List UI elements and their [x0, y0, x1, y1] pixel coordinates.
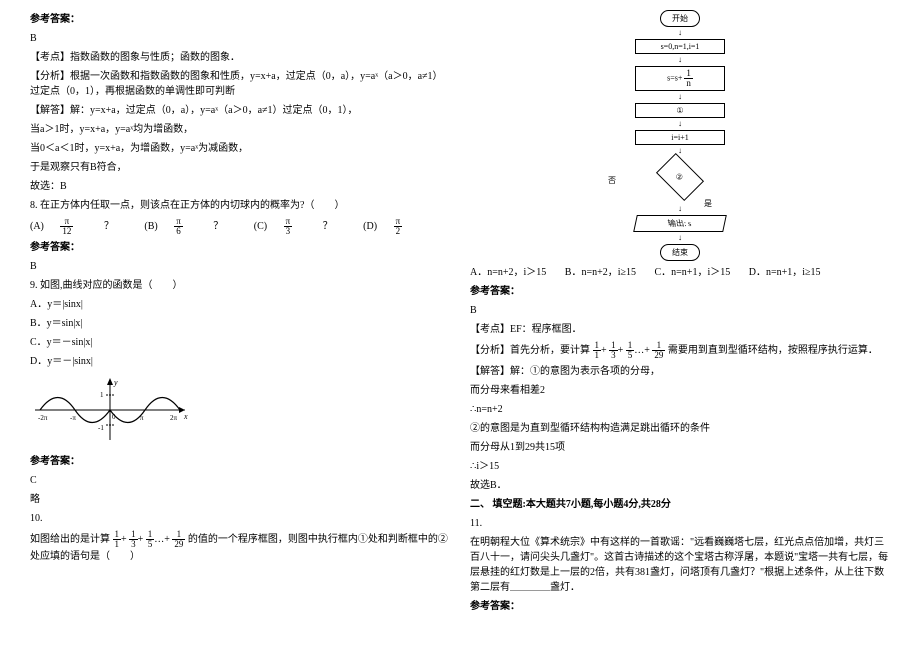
fc-yes: 是 [704, 198, 712, 209]
sine-graph: x y 1 -1 -2π -π π 2π 0 [30, 375, 450, 448]
fenxi: 【分析】根据一次函数和指数函数的图象和性质，y=x+a，过定点（0，a），y=a… [30, 69, 450, 99]
jieda-3: 当0＜a＜1时，y=x+a，为增函数，y=aˣ为减函数， [30, 141, 450, 156]
xtick-2pi: 2π [170, 414, 178, 422]
answer-9: C [30, 473, 450, 488]
fc-init: s=0,n=1,i=1 [635, 39, 725, 54]
q10-choices: A．n=n+2，i＞15 B．n=n+2，i≥15 C．n=n+1，i＞15 D… [470, 265, 890, 280]
ytick-m1: -1 [98, 424, 104, 432]
q9-opt-a: A．y＝|sinx| [30, 297, 450, 312]
ytick-1: 1 [100, 391, 104, 399]
answer-heading-9: 参考答案： [30, 454, 450, 469]
fenxi-10: 【分析】首先分析，要计算 11+ 13+ 15…+ 129 需要用到直到型循环结… [470, 341, 890, 360]
arrow-icon: ↓ [590, 93, 770, 101]
frac-1-29b: 129 [652, 341, 665, 360]
xtick-pi: π [140, 414, 144, 422]
answer-heading: 参考答案： [30, 12, 450, 27]
fc-box1: ① [635, 103, 725, 118]
jieda-2: 当a＞1时，y=x+a，y=aˣ均为增函数， [30, 122, 450, 137]
jieda-4: 于是观察只有B符合， [30, 160, 450, 175]
fc-end: 结束 [660, 244, 700, 261]
opt-b: (B) π6 ？ [144, 221, 239, 232]
frac-1-3: 13 [129, 530, 138, 549]
choice-a: A．n=n+2，i＞15 [470, 267, 546, 278]
fc-decision-wrap: ② 否 是 [590, 163, 770, 205]
jd-10-4: ②的意图是为直到型循环结构构造满足跳出循环的条件 [470, 421, 890, 436]
frac-pi-3: π3 [284, 217, 307, 236]
xtick-m2pi: -2π [38, 414, 48, 422]
lue: 略 [30, 492, 450, 507]
jieda-5: 故选：B [30, 179, 450, 194]
q9-opt-d: D．y＝－|sinx| [30, 354, 450, 369]
arrow-icon: ↓ [590, 120, 770, 128]
question-8: 8. 在正方体内任取一点，则该点在正方体的内切球内的概率为?（ ） [30, 198, 450, 213]
answer-10: B [470, 303, 890, 318]
frac-1-1: 11 [113, 530, 122, 549]
answer-heading-8: 参考答案： [30, 240, 450, 255]
question-10: 10. [30, 511, 450, 526]
frac-1-3b: 13 [609, 341, 618, 360]
kaodian-10: 【考点】EF：程序框图． [470, 322, 890, 337]
opt-c: (C) π3 ？ [254, 221, 349, 232]
arrow-icon: ↓ [590, 205, 770, 213]
q10-text: 如图给出的是计算 11+ 13+ 15…+ 129 的值的一个程序框图，则图中执… [30, 530, 450, 564]
frac-pi-6: π6 [174, 217, 197, 236]
jd-10-5: 而分母从1到29共15项 [470, 440, 890, 455]
choice-b: B．n=n+2，i≥15 [565, 267, 636, 278]
jieda-1: 【解答】解：y=x+a，过定点（0，a），y=aˣ（a＞0，a≠1）过定点（0，… [30, 103, 450, 118]
question-9: 9. 如图,曲线对应的函数是（ ） [30, 278, 450, 293]
fc-start: 开始 [660, 10, 700, 27]
choice-c: C．n=n+1，i＞15 [655, 267, 731, 278]
frac-pi-2: π2 [394, 217, 417, 236]
jd-10-1: 【解答】解：①的意图为表示各项的分母， [470, 364, 890, 379]
fc-no: 否 [608, 175, 616, 186]
right-column: 开始 ↓ s=0,n=1,i=1 ↓ s=s+ 1n ↓ ① ↓ i=i+1 ↓… [460, 8, 900, 643]
fc-inc: i=i+1 [635, 130, 725, 145]
answer-heading-11: 参考答案： [470, 599, 890, 614]
flowchart: 开始 ↓ s=0,n=1,i=1 ↓ s=s+ 1n ↓ ① ↓ i=i+1 ↓… [590, 10, 770, 261]
frac-1-5b: 15 [626, 341, 635, 360]
frac-1-1b: 11 [593, 341, 602, 360]
jd-10-7: 故选B． [470, 478, 890, 493]
q8-options: (A) π12 ？ (B) π6 ？ (C) π3 ？ (D) π2 [30, 217, 450, 236]
svg-text:0: 0 [112, 413, 116, 421]
question-11-text: 在明朝程大位《算术统宗》中有这样的一首歌谣："远看巍巍塔七层，红光点点倍加增，共… [470, 535, 890, 595]
frac-1-n: 1n [684, 69, 693, 88]
frac-pi-12: π12 [60, 217, 87, 236]
arrow-icon: ↓ [590, 234, 770, 242]
left-column: 参考答案： B 【考点】指数函数的图象与性质；函数的图象． 【分析】根据一次函数… [20, 8, 460, 643]
svg-text:y: y [113, 378, 118, 387]
choice-d: D．n=n+1，i≥15 [749, 267, 821, 278]
fc-step: s=s+ 1n [635, 66, 725, 91]
fc-output: 输出: s [633, 215, 727, 232]
q9-opt-b: B．y＝sin|x| [30, 316, 450, 331]
xtick-mpi: -π [70, 414, 76, 422]
answer-value: B [30, 31, 450, 46]
kaodian: 【考点】指数函数的图象与性质；函数的图象． [30, 50, 450, 65]
arrow-icon: ↓ [590, 56, 770, 64]
opt-a: (A) π12 ？ [30, 221, 130, 232]
jd-10-6: ∴i＞15 [470, 459, 890, 474]
jd-10-2: 而分母来看相差2 [470, 383, 890, 398]
q9-opt-c: C．y＝－sin|x| [30, 335, 450, 350]
svg-text:x: x [183, 412, 188, 421]
jd-10-3: ∴n=n+2 [470, 402, 890, 417]
section-2-heading: 二、 填空题:本大题共7小题,每小题4分,共28分 [470, 497, 890, 512]
question-11-num: 11. [470, 516, 890, 531]
answer-heading-10: 参考答案： [470, 284, 890, 299]
arrow-icon: ↓ [590, 29, 770, 37]
frac-1-29: 129 [172, 530, 185, 549]
opt-d: (D) π2 [363, 221, 430, 232]
fc-decision: ② [656, 153, 704, 201]
answer-8: B [30, 259, 450, 274]
frac-1-5: 15 [146, 530, 155, 549]
arrow-icon: ↓ [590, 147, 770, 155]
